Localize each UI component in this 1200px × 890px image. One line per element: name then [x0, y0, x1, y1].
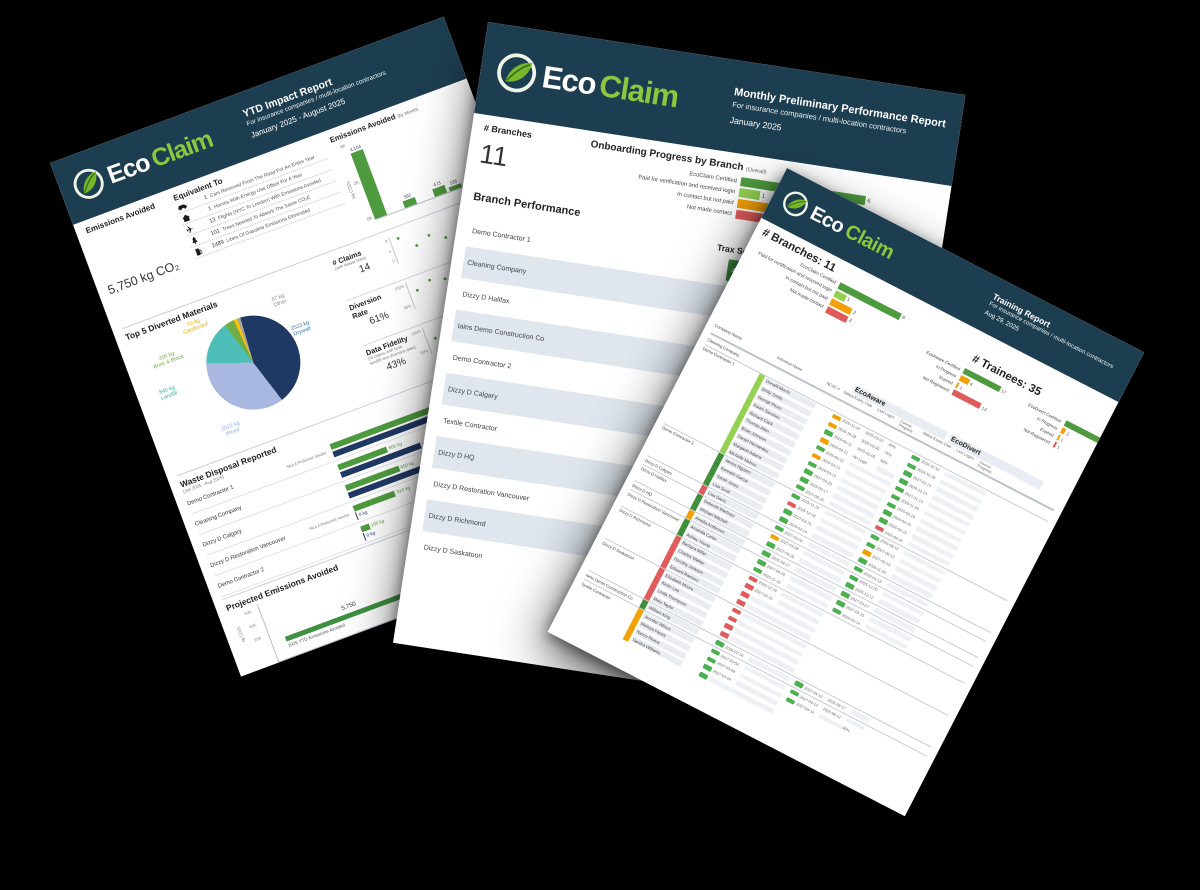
pie-slice-label: 200 kg Brick & Block: [152, 350, 185, 371]
plane-icon: [184, 223, 197, 234]
branch-count-block: # Branches 11: [476, 123, 592, 198]
waste-bar-value: 0 kg: [358, 509, 369, 518]
month-bar: 226: [447, 178, 463, 192]
logo-text-eco: Eco: [806, 201, 849, 238]
pie-slice-label: 67 kg Other: [270, 292, 288, 310]
h-bar-value: 6: [866, 197, 871, 205]
ecoclaim-leaf-icon: [497, 53, 537, 93]
h-bar-value: 1: [1060, 436, 1065, 443]
h-bar-value: 2: [847, 318, 853, 325]
projected-y-tick: 40K: [248, 622, 258, 630]
h-bar-value: 31: [1131, 455, 1139, 463]
projected-y-label: kg CO2e: [235, 625, 246, 643]
y-tick: 4K: [339, 143, 347, 150]
logo-text-claim: Claim: [147, 124, 217, 173]
pie-slice-label: 2022 kg Wood: [220, 420, 241, 438]
equivalent-value: 2489: [211, 239, 225, 250]
ecoclaim-logo: Eco Claim: [777, 185, 899, 266]
h-bar-rect: [738, 187, 761, 201]
h-bar-value: 17: [1000, 388, 1008, 395]
h-bar-value: 6: [900, 315, 906, 322]
ecoclaim-leaf-icon: [73, 168, 104, 199]
y-tick: 2K: [352, 179, 360, 186]
logo-text-eco: Eco: [539, 59, 599, 102]
h-bar-value: 13: [981, 404, 988, 412]
logo-text-claim: Claim: [596, 67, 681, 115]
emissions-summary-row: Emissions Avoided 5,750 kg CO₂ Equivalen…: [84, 87, 498, 330]
ecoclaim-logo: Eco Claim: [492, 48, 682, 120]
status-chip-icon: [698, 671, 709, 680]
h-bar-value: 1: [761, 192, 766, 200]
h-bar-value: 1: [845, 297, 851, 304]
h-bar-value: 1: [959, 384, 964, 391]
month-bar: 473: [430, 179, 448, 197]
tree-icon: [188, 234, 201, 245]
h-bar-value: 4: [969, 380, 974, 387]
month-bar: 392: [401, 192, 418, 209]
ecodivert-status-chip: [777, 713, 789, 719]
emissions-avoided-value: 5,750 kg CO₂: [105, 258, 181, 298]
projected-y-tick: 20K: [253, 635, 263, 643]
waste-bar-value: 0 kg: [365, 530, 376, 538]
pie-slice-label: 845 kg Landfill: [158, 384, 179, 403]
month-bar: [420, 197, 433, 202]
y-tick: 0K: [366, 215, 374, 222]
page2-header-band: Eco Claim Monthly Preliminary Performance…: [474, 22, 966, 187]
equivalent-row: 101 Trees Needed To Absorb The Same CO₂E: [187, 181, 341, 248]
page-monthly-performance-report: Eco Claim Monthly Preliminary Performance…: [393, 22, 966, 716]
page3-header-band: Eco Claim Training Report For insurance c…: [761, 168, 1145, 403]
diverted-materials-pie-chart: [192, 302, 314, 424]
h-bar-value: 1: [1056, 443, 1061, 450]
ecoclaim-logo: Eco Claim: [67, 122, 218, 205]
page1-header-band: Eco Claim YTD Impact Report For insurance…: [50, 16, 467, 225]
car-icon: [176, 200, 189, 211]
home-icon: [180, 212, 193, 223]
logo-text-claim: Claim: [841, 219, 898, 264]
fuel-icon: [192, 245, 205, 256]
h-bar-value: 2: [851, 310, 857, 317]
logo-text-eco: Eco: [103, 147, 154, 190]
id-cell: [682, 664, 698, 672]
page-training-report: Eco Claim Training Report For insurance c…: [547, 168, 1145, 817]
ecoclaim-leaf-icon: [783, 191, 808, 217]
h-bar-row: Expired 1: [1001, 406, 1131, 477]
month-bar: [390, 208, 403, 213]
equivalent-row: 2489 Liters Of Gasoline Emissions Elimina…: [191, 192, 346, 260]
pie-slice-label: 2523 kg Drywall: [290, 319, 312, 339]
equivalent-row: 1 Cars Removed From The Road For An Entir…: [175, 147, 329, 215]
h-bar-value: 2: [1065, 430, 1071, 437]
projected-y-tick: 60K: [243, 609, 253, 617]
equivalent-row: 13 Flights (NYC To London) With Emissions…: [183, 169, 337, 237]
equivalent-row: 1 Homes With Energy Use Offset For A Year: [179, 158, 333, 226]
